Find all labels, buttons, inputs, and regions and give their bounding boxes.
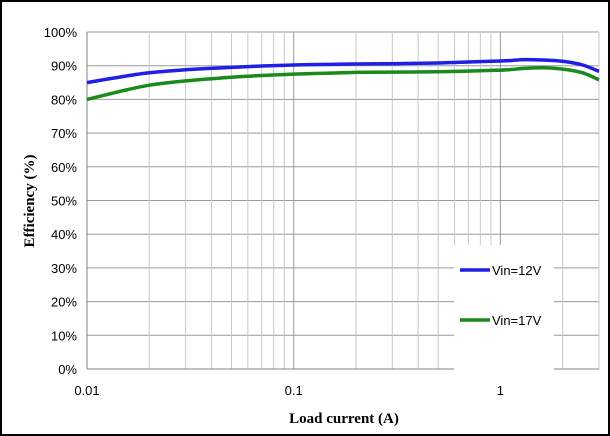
series-layer (86, 57, 600, 102)
y-tick-label: 30% (51, 261, 77, 276)
x-axis-title: Load current (A) (289, 411, 399, 427)
y-tick-label: 0% (58, 362, 77, 377)
legend: Vin=12V Vin=17V (454, 245, 554, 373)
series-line-vin-12v (86, 57, 600, 85)
y-tick-label: 40% (51, 227, 77, 242)
y-tick-label: 90% (51, 59, 77, 74)
legend-label: Vin=17V (492, 313, 542, 328)
y-axis-title: Efficiency (%) (22, 155, 38, 248)
x-tick-label: 0.01 (74, 383, 99, 398)
y-tick-label: 60% (51, 160, 77, 175)
series-line-vin-17v (86, 65, 600, 102)
grid-layer (86, 31, 600, 370)
y-tick-label: 70% (51, 126, 77, 141)
y-tick-label: 100% (44, 25, 78, 40)
y-tick-label: 80% (51, 92, 77, 107)
y-tick-label: 20% (51, 295, 77, 310)
legend-box (454, 245, 554, 373)
x-tick-labels: 0.01 0.1 1 (74, 383, 504, 398)
legend-label: Vin=12V (492, 263, 542, 278)
y-tick-label: 10% (51, 328, 77, 343)
x-tick-label: 0.1 (285, 383, 303, 398)
x-tick-label: 1 (497, 383, 504, 398)
y-tick-label: 50% (51, 194, 77, 209)
y-tick-labels: 0% 10% 20% 30% 40% 50% 60% 70% 80% 90% 100% (44, 25, 78, 377)
